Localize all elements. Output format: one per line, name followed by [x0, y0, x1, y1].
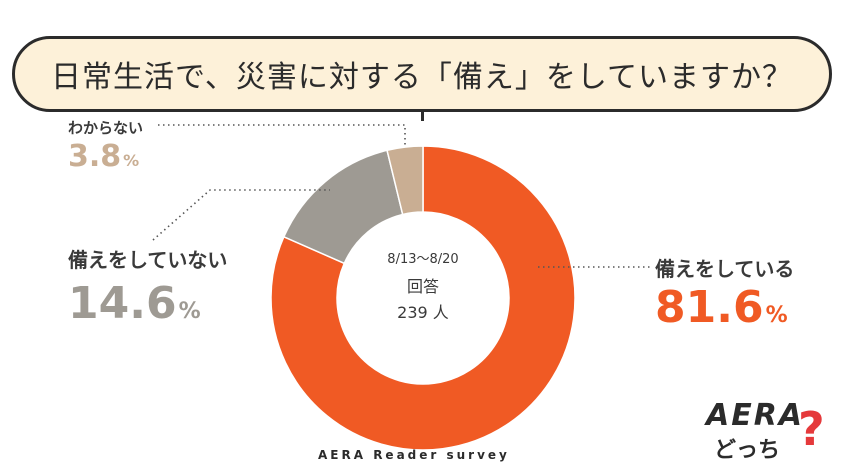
- slice-value-2: 3.8%: [68, 139, 139, 174]
- aera-dotchi-logo: AERA どっち ?: [706, 398, 826, 466]
- slice-label-2: わからない: [68, 119, 143, 137]
- leader-line-1: [152, 189, 330, 241]
- slice-value-0: 81.6%: [655, 282, 788, 333]
- survey-source: AERA Reader survey: [318, 448, 510, 462]
- slice-unit-0: %: [766, 303, 788, 328]
- slice-unit-2: %: [123, 151, 139, 170]
- donut-slice-0: [270, 145, 576, 451]
- question-bubble: 日常生活で、災害に対する「備え」をしていますか？: [12, 36, 832, 112]
- slice-label-0: 備えをしている: [655, 257, 794, 281]
- logo-question-mark: ?: [798, 402, 825, 456]
- bubble-tail: [421, 110, 424, 121]
- leader-line-2: [158, 124, 406, 148]
- center-text-1: 回答: [407, 277, 439, 296]
- slice-label-1: 備えをしていない: [68, 248, 227, 272]
- donut-slice-2: [386, 145, 424, 216]
- logo-sub: どっち: [714, 438, 781, 463]
- chart-title: 日常生活で、災害に対する「備え」をしていますか？: [51, 60, 793, 95]
- center-text-0: 8/13〜8/20: [387, 252, 458, 267]
- logo-word: AERA: [706, 398, 805, 433]
- slice-value-1: 14.6%: [68, 278, 201, 329]
- center-text-2: 239 人: [397, 303, 449, 322]
- slice-unit-1: %: [179, 299, 201, 324]
